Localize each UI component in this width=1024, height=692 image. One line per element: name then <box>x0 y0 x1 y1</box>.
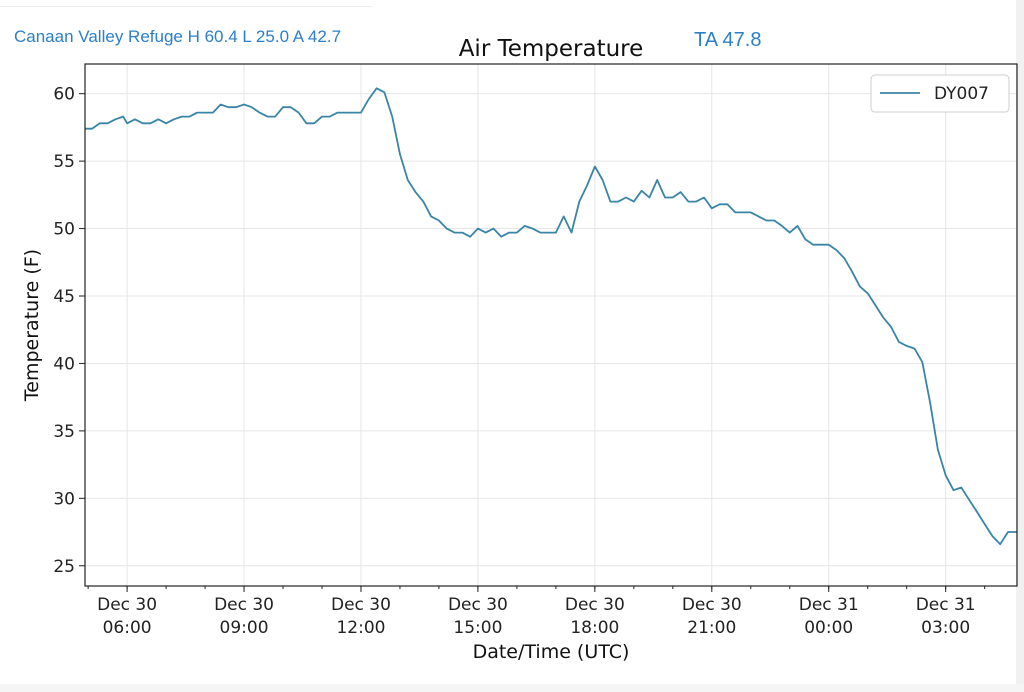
x-tick-label-date: Dec 30 <box>214 595 274 615</box>
y-tick-label: 35 <box>53 422 75 442</box>
x-tick-label-time: 12:00 <box>336 618 385 638</box>
right-edge-strip <box>1016 0 1024 692</box>
x-tick-label-date: Dec 30 <box>682 595 742 615</box>
y-tick-label: 50 <box>53 220 75 240</box>
y-tick-label: 55 <box>53 152 75 172</box>
y-axis-title: Temperature (F) <box>21 249 43 402</box>
x-tick-label-date: Dec 30 <box>331 595 391 615</box>
station-summary: Canaan Valley Refuge H 60.4 L 25.0 A 42.… <box>14 27 342 46</box>
bottom-edge-strip <box>0 684 1024 692</box>
y-axis-ticks: 25 30 35 40 45 50 55 60 <box>53 85 85 577</box>
grid-lines <box>85 64 1017 586</box>
plot-frame <box>84 63 1018 587</box>
x-tick-label-date: Dec 31 <box>799 595 859 615</box>
x-tick-label-time: 09:00 <box>220 618 269 638</box>
x-tick-label-time: 03:00 <box>921 618 970 638</box>
y-tick-label: 30 <box>53 489 75 509</box>
y-tick-label: 60 <box>53 85 75 105</box>
series-layer <box>85 87 1017 546</box>
y-tick-label: 45 <box>53 287 75 307</box>
series-line-dy007 <box>85 87 1017 546</box>
x-tick-label-date: Dec 30 <box>565 595 625 615</box>
x-tick-label-time: 06:00 <box>103 618 152 638</box>
x-tick-label-date: Dec 30 <box>97 595 157 615</box>
y-tick-label: 40 <box>53 354 75 374</box>
x-tick-label-date: Dec 30 <box>448 595 508 615</box>
x-tick-label-time: 21:00 <box>687 618 736 638</box>
x-tick-label-time: 15:00 <box>453 618 502 638</box>
x-tick-label-time: 18:00 <box>570 618 619 638</box>
y-tick-label: 25 <box>53 557 75 577</box>
x-axis-ticks: Dec 30 06:00 Dec 30 09:00 Dec 30 12:00 Dec 30 1… <box>87 586 986 638</box>
top-divider <box>0 6 372 7</box>
legend: DY007 <box>870 74 1010 113</box>
x-tick-label-date: Dec 31 <box>916 595 976 615</box>
chart-title: Air Temperature <box>459 36 644 62</box>
ta-readout: TA 47.8 <box>694 29 762 51</box>
x-tick-label-time: 00:00 <box>804 618 853 638</box>
legend-label: DY007 <box>934 84 989 104</box>
legend-box <box>870 74 1010 113</box>
x-axis-title: Date/Time (UTC) <box>473 641 630 663</box>
